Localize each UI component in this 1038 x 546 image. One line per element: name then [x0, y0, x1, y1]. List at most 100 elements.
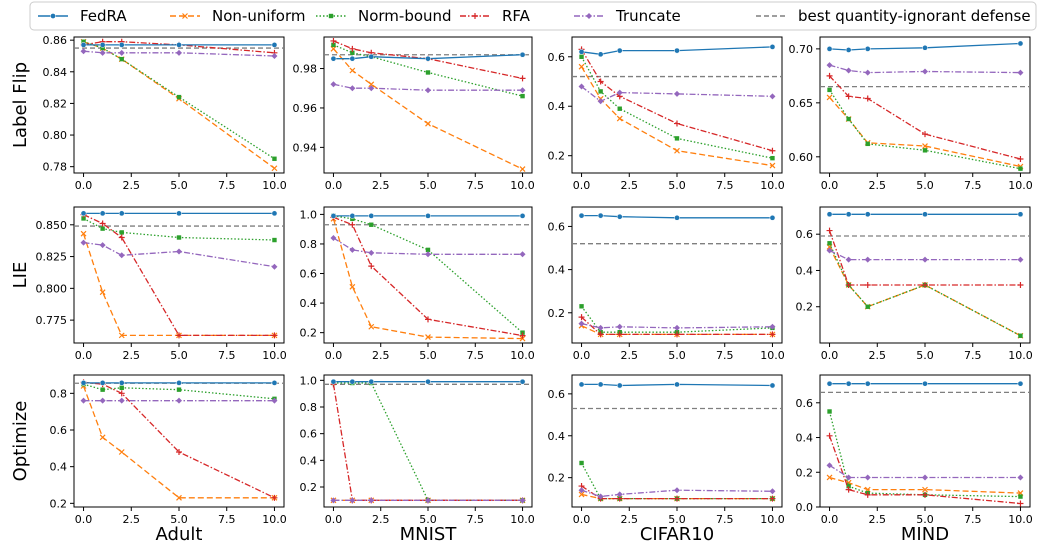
data-point-rfa [864, 491, 871, 498]
y-tick-label: 0.800 [36, 282, 68, 295]
data-point-truncate [118, 397, 125, 404]
y-tick-label: 0.78 [43, 161, 68, 174]
data-point-truncate [674, 324, 680, 331]
x-tick-label: 10.0 [760, 179, 785, 192]
data-point-norm-bound [827, 409, 832, 414]
series-fedra [826, 40, 1024, 53]
series-truncate [578, 83, 776, 105]
data-point-fedra [271, 210, 278, 217]
series-fedra [330, 51, 526, 62]
data-point-non-uniform [368, 81, 375, 88]
data-point-rfa [597, 78, 604, 85]
series-line-rfa [581, 316, 773, 336]
x-tick-label: 7.5 [964, 349, 982, 362]
data-point-non-uniform [368, 323, 375, 330]
data-point-rfa [674, 120, 680, 127]
x-tick-label: 5.0 [916, 513, 934, 526]
data-point-truncate [864, 256, 871, 263]
x-tick-label: 5.0 [419, 349, 437, 362]
series-truncate [330, 235, 526, 258]
x-tick-label: 10.0 [262, 349, 287, 362]
y-tick-label: 0.6 [548, 220, 566, 233]
x-tick-label: 7.5 [218, 349, 236, 362]
y-tick-label: 0.0 [796, 501, 814, 514]
x-tick-label: 5.0 [668, 179, 686, 192]
x-tick-label: 7.5 [716, 179, 734, 192]
plot-area [820, 211, 1030, 339]
series-line-norm-bound [828, 89, 1021, 170]
data-point-norm-bound [865, 141, 870, 147]
data-point-non-uniform [349, 67, 356, 74]
data-point-non-uniform [118, 332, 125, 339]
panel-r1-c3: 0.2 0.4 0.6 0.0 2.5 5.0 7.5 10.0 [796, 206, 1033, 362]
x-tick-label: 5.0 [668, 349, 686, 362]
data-point-truncate [368, 85, 375, 92]
y-tick-label: 0.4 [796, 264, 814, 277]
data-point-non-uniform [99, 289, 106, 296]
y-tick-label: 0.8 [300, 401, 318, 414]
series-fedra [826, 380, 1024, 387]
data-point-fedra [519, 51, 526, 58]
x-tick-label: 2.5 [123, 179, 141, 192]
data-point-fedra [845, 47, 852, 53]
data-point-rfa [769, 495, 776, 502]
data-point-norm-bound [827, 87, 832, 93]
series-line-non-uniform [83, 41, 275, 169]
data-point-fedra [864, 380, 871, 387]
data-point-fedra [368, 378, 375, 385]
series-line-truncate [581, 85, 773, 103]
data-point-norm-bound [100, 226, 105, 231]
plot-area [820, 380, 1030, 507]
series-norm-bound [331, 380, 525, 503]
data-point-rfa [519, 332, 526, 339]
data-point-truncate [80, 48, 87, 55]
data-point-rfa [826, 72, 833, 79]
y-tick-label: 0.2 [300, 327, 318, 340]
y-tick-label: 0.6 [300, 268, 318, 281]
data-point-truncate [616, 89, 623, 96]
data-point-fedra [922, 211, 928, 218]
series-non-uniform [330, 45, 526, 172]
series-line-rfa [580, 49, 773, 152]
data-point-rfa [368, 263, 375, 270]
data-point-non-uniform [425, 120, 431, 127]
data-point-norm-bound [617, 106, 622, 111]
legend-label-best-quantity-ignorant-defense: best quantity-ignorant defense [798, 7, 1031, 25]
panel-r1-c0: 0.775 0.800 0.825 0.850 0.0 2.5 5.0 7.5 10.0 [36, 206, 287, 362]
y-tick-label: 0.60 [789, 151, 814, 164]
x-tick-label: 2.5 [621, 349, 639, 362]
x-tick-label: 2.5 [372, 349, 390, 362]
data-point-truncate [118, 252, 125, 259]
y-tick-label: 0.4 [796, 432, 814, 445]
y-tick-label: 0.4 [300, 454, 318, 467]
data-point-fedra [616, 382, 623, 389]
data-point-rfa [330, 37, 337, 44]
series-rfa [578, 46, 776, 154]
y-tick-label: 0.6 [300, 428, 318, 441]
data-point-fedra [578, 381, 585, 388]
data-point-rfa [597, 331, 604, 338]
x-tick-label: 10.0 [510, 513, 535, 526]
legend: FedRA Non-uniform Norm-bound RFA Truncate bes… [29, 1, 1037, 31]
data-point-truncate [1017, 256, 1024, 263]
axes-frame [323, 374, 533, 508]
data-point-norm-bound [119, 385, 124, 391]
x-tick-label: 10.0 [1008, 513, 1033, 526]
x-tick-label: 5.0 [916, 179, 934, 192]
data-point-fedra [425, 213, 431, 219]
data-point-fedra [99, 42, 106, 48]
x-tick-label: 7.5 [964, 179, 982, 192]
y-tick-label: 0.2 [548, 150, 566, 163]
series-non-uniform [80, 230, 278, 339]
panel-r0-c2: 0.2 0.4 0.6 0.0 2.5 5.0 7.5 10.0 [548, 36, 785, 192]
series-line-norm-bound [580, 305, 773, 333]
row-labels: Label Flip LIE Optimize [10, 62, 31, 481]
data-point-norm-bound [579, 460, 584, 466]
legend-label-fedra: FedRA [80, 7, 127, 25]
data-point-truncate [176, 248, 182, 255]
column-labels: Adult MNIST CIFAR10 MIND [156, 524, 950, 545]
x-tick-label: 2.5 [869, 179, 887, 192]
y-tick-label: 0.2 [548, 472, 566, 485]
data-point-fedra [845, 380, 852, 387]
